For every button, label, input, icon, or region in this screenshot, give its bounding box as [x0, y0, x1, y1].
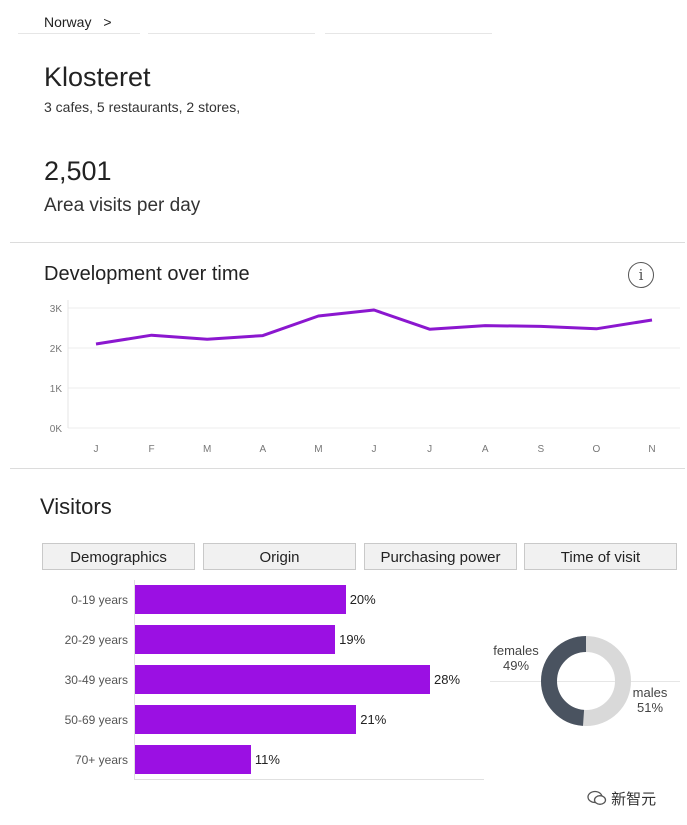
- y-tick-label: 1K: [50, 384, 63, 395]
- breadcrumb[interactable]: Norway >: [44, 14, 112, 30]
- place-summary: 3 cafes, 5 restaurants, 2 stores,: [44, 99, 241, 115]
- x-tick-label: A: [482, 444, 489, 455]
- tab-origin[interactable]: Origin: [203, 543, 356, 570]
- breadcrumb-underline: [18, 33, 140, 34]
- breadcrumb-underline: [148, 33, 315, 34]
- divider: [10, 242, 685, 243]
- donut-divider: [490, 681, 680, 682]
- bar-value-label: 19%: [339, 632, 366, 647]
- bar-category-label: 30-49 years: [64, 673, 128, 687]
- y-tick-label: 3K: [50, 304, 63, 315]
- bar-category-label: 70+ years: [74, 753, 128, 767]
- watermark: 新智元: [587, 788, 656, 809]
- x-tick-label: F: [149, 444, 155, 455]
- bar-category-label: 20-29 years: [64, 633, 128, 647]
- females-label: females 49%: [493, 643, 539, 673]
- x-tick-label: J: [372, 444, 377, 455]
- age-bar[interactable]: [135, 745, 251, 774]
- page-title: Klosteret: [44, 62, 151, 92]
- x-tick-label: J: [427, 444, 432, 455]
- breadcrumb-underline: [325, 33, 492, 34]
- kpi-value: 2,501: [44, 156, 112, 186]
- development-chart: 3K 2K 1K 0K J F M A M J J A S O N: [50, 300, 680, 455]
- wechat-icon: [587, 790, 611, 808]
- watermark-text: 新智元: [611, 791, 657, 808]
- y-tick-label: 2K: [50, 344, 63, 355]
- info-icon[interactable]: i: [628, 262, 654, 288]
- tab-purchasing-power[interactable]: Purchasing power: [364, 543, 517, 570]
- age-bar[interactable]: [135, 665, 430, 694]
- males-label: males 51%: [632, 685, 668, 715]
- x-tick-label: J: [94, 444, 99, 455]
- x-tick-label: M: [314, 444, 322, 455]
- bar-baseline: [134, 779, 484, 780]
- bar-value-label: 20%: [349, 592, 376, 607]
- bar-category-label: 0-19 years: [71, 593, 128, 607]
- age-bar[interactable]: [135, 585, 346, 614]
- gender-donut: [541, 636, 631, 726]
- bar-axis: [134, 580, 135, 780]
- y-tick-label: 0K: [50, 424, 63, 435]
- visitors-title: Visitors: [40, 494, 112, 519]
- series-line: [95, 308, 653, 346]
- x-tick-label: N: [648, 444, 655, 455]
- age-bar[interactable]: [135, 625, 336, 654]
- x-tick-label: M: [203, 444, 211, 455]
- divider: [10, 468, 685, 469]
- bar-value-label: 11%: [254, 752, 280, 767]
- bar-category-label: 50-69 years: [64, 713, 128, 727]
- x-tick-label: A: [259, 444, 266, 455]
- age-bar[interactable]: [135, 705, 357, 734]
- bar-value-label: 28%: [434, 672, 461, 687]
- breadcrumb-country[interactable]: Norway: [44, 14, 92, 30]
- tab-time-of-visit[interactable]: Time of visit: [524, 543, 677, 570]
- tab-demographics[interactable]: Demographics: [42, 543, 195, 570]
- donut-segment-females: [541, 636, 631, 726]
- x-tick-label: O: [593, 444, 601, 455]
- development-title: Development over time: [44, 263, 250, 285]
- bar-value-label: 21%: [360, 712, 387, 727]
- breadcrumb-separator: >: [103, 14, 112, 30]
- x-tick-label: S: [537, 444, 544, 455]
- kpi-label: Area visits per day: [44, 195, 201, 216]
